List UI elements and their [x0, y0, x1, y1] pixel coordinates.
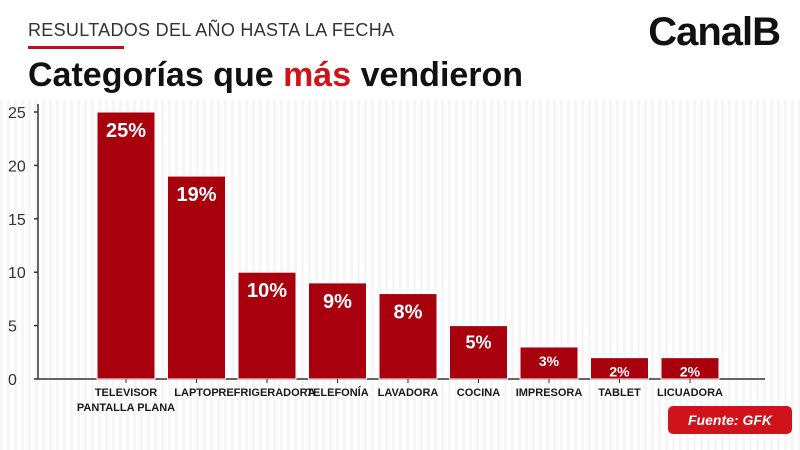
title-part-before: Categorías que	[28, 56, 284, 94]
data-label: 2%	[680, 364, 701, 380]
category-label: LAVADORA	[378, 387, 439, 399]
category-label: REFRIGERADORA	[218, 387, 315, 399]
data-label: 19%	[176, 184, 216, 206]
header-band	[0, 0, 800, 100]
bar	[96, 111, 156, 380]
source-text: Fuente: GFK	[688, 412, 772, 428]
kicker-text: RESULTADOS DEL AÑO HASTA LA FECHA	[28, 20, 395, 40]
y-tick-label: 5	[8, 319, 17, 336]
category-label: TELEFONÍA	[306, 386, 368, 399]
y-tick-label: 15	[8, 212, 26, 229]
category-label: TABLET	[598, 387, 641, 399]
chart-title: Categorías que más vendieron	[28, 56, 523, 95]
data-label: 3%	[539, 353, 560, 369]
category-label: LAPTOP	[174, 387, 218, 399]
category-label: LICUADORA	[657, 387, 723, 399]
category-label: TELEVISOR PANTALLA PLANA	[77, 387, 175, 414]
category-label: IMPRESORA	[516, 387, 583, 399]
title-part-after: vendieron	[351, 56, 524, 94]
data-label: 10%	[247, 280, 287, 302]
data-label: 5%	[465, 333, 491, 353]
category-label: COCINA	[457, 387, 500, 399]
data-label: 8%	[394, 302, 423, 324]
bar	[449, 325, 508, 380]
data-label: 25%	[106, 120, 146, 142]
kicker-underline	[28, 46, 124, 49]
brand-logo: CanalB	[648, 10, 781, 54]
source-badge: Fuente: GFK	[668, 406, 792, 434]
bar	[167, 175, 226, 380]
y-tick-label: 10	[8, 265, 26, 282]
y-tick-label: 25	[8, 105, 26, 122]
data-label: 2%	[609, 364, 630, 380]
y-tick-label: 20	[8, 158, 26, 175]
bar	[519, 346, 579, 380]
bar	[378, 293, 438, 380]
title-accent-word: más	[283, 56, 352, 94]
bar	[237, 271, 297, 380]
data-label: 9%	[323, 291, 352, 313]
y-tick-label: 0	[8, 372, 17, 389]
